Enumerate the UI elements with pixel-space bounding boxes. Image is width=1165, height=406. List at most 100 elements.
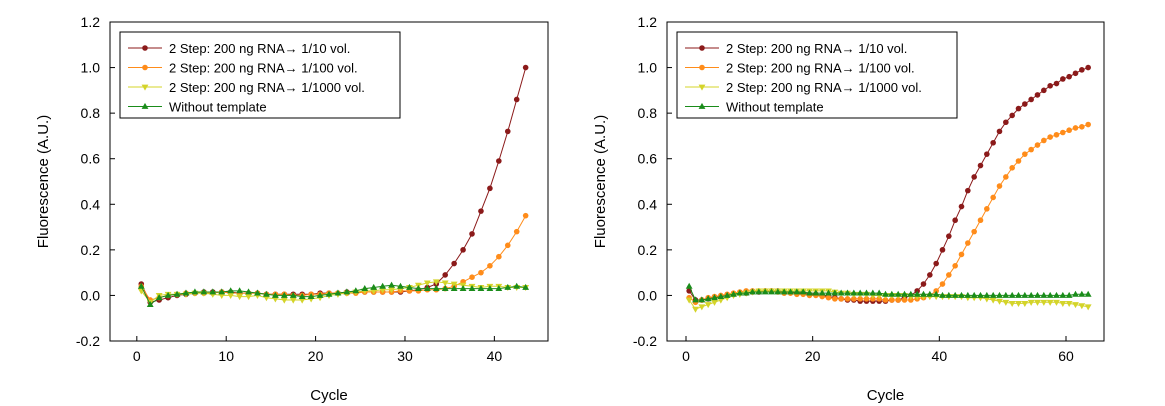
data-point-series-3	[423, 280, 431, 287]
data-point-series-2	[1009, 165, 1015, 171]
data-point-series-4	[831, 289, 839, 296]
data-point-series-4	[920, 290, 927, 297]
data-point-series-4	[298, 292, 306, 299]
data-point-series-3	[432, 279, 440, 286]
data-point-series-4	[182, 289, 190, 296]
data-point-series-3	[1084, 304, 1092, 311]
y-axis-title: Fluorescence (A.U.)	[592, 115, 609, 248]
data-point-series-2	[1066, 127, 1072, 134]
data-point-series-4	[343, 288, 351, 295]
x-tick-label: 20	[805, 348, 821, 364]
data-point-series-4	[939, 291, 946, 298]
data-point-series-2	[496, 253, 502, 260]
data-point-series-4	[1084, 290, 1092, 297]
data-point-series-3	[983, 296, 991, 303]
data-point-series-4	[799, 288, 807, 295]
y-tick-label: 0.6	[638, 151, 658, 167]
data-point-series-4	[806, 289, 813, 296]
data-point-series-3	[717, 297, 725, 304]
data-point-series-4	[844, 289, 851, 296]
data-point-series-4	[1034, 291, 1041, 298]
legend-marker-1	[142, 45, 148, 51]
data-point-series-4	[414, 284, 422, 291]
data-point-series-3	[218, 293, 226, 300]
data-point-series-4	[522, 283, 530, 290]
data-point-series-4	[1021, 291, 1029, 298]
data-point-series-4	[209, 288, 217, 295]
data-point-series-1	[460, 247, 466, 253]
data-point-series-1	[469, 231, 475, 237]
data-point-series-3	[1015, 301, 1022, 308]
data-point-series-4	[749, 288, 756, 295]
data-point-series-4	[218, 288, 226, 295]
data-point-series-4	[191, 288, 199, 295]
data-point-series-1	[1022, 101, 1028, 107]
data-point-series-1	[1066, 73, 1072, 80]
series-line-4	[688, 286, 1089, 301]
data-point-series-1	[946, 233, 952, 239]
data-point-series-1	[933, 260, 939, 267]
data-point-series-4	[1059, 291, 1067, 298]
data-point-series-4	[698, 296, 706, 303]
x-tick-label: 40	[932, 348, 948, 364]
data-point-series-1	[965, 187, 971, 194]
data-point-series-4	[495, 284, 503, 291]
data-point-series-4	[1053, 291, 1060, 298]
data-point-series-4	[983, 291, 991, 298]
data-point-series-2	[1028, 146, 1034, 153]
data-point-series-4	[486, 284, 494, 291]
y-tick-label: 0.6	[81, 151, 101, 167]
data-point-series-4	[730, 290, 737, 297]
legend-label-3: 2 Step: 200 ng RNA→ 1/1000 vol.	[726, 80, 922, 95]
data-point-series-3	[1072, 302, 1079, 309]
data-point-series-3	[1046, 299, 1054, 306]
data-point-series-4	[951, 291, 959, 298]
data-point-series-3	[1008, 301, 1016, 308]
data-point-series-4	[901, 290, 908, 297]
x-tick-label: 20	[308, 348, 324, 364]
data-point-series-3	[996, 298, 1003, 305]
data-point-series-4	[869, 289, 877, 296]
data-point-series-1	[442, 272, 449, 278]
data-point-series-1	[977, 162, 984, 169]
data-point-series-1	[451, 260, 457, 267]
data-point-series-4	[685, 282, 693, 289]
legend-label-2: 2 Step: 200 ng RNA→ 1/100 vol.	[169, 61, 358, 76]
data-point-series-4	[907, 290, 915, 297]
data-point-series-4	[200, 288, 208, 295]
data-point-series-4	[717, 292, 725, 299]
data-point-series-3	[236, 294, 244, 301]
data-point-series-1	[504, 128, 511, 135]
data-point-series-3	[1078, 303, 1086, 310]
data-point-series-4	[761, 288, 769, 295]
data-point-series-1	[939, 247, 946, 253]
data-point-series-2	[1053, 131, 1060, 138]
data-point-series-4	[504, 283, 512, 290]
data-point-series-4	[768, 288, 775, 295]
data-point-series-2	[984, 206, 990, 212]
y-tick-label: 1.0	[638, 60, 658, 76]
data-point-series-4	[236, 287, 244, 294]
data-point-series-4	[245, 288, 252, 295]
data-point-series-1	[487, 185, 493, 192]
data-point-series-2	[1079, 124, 1085, 130]
plot-area-frame	[109, 21, 549, 342]
data-point-series-2	[504, 242, 511, 249]
data-point-series-2	[1041, 137, 1047, 144]
data-point-series-3	[989, 297, 997, 304]
data-point-series-1	[513, 96, 520, 103]
data-point-series-4	[271, 291, 279, 298]
data-point-series-3	[450, 281, 458, 288]
data-point-series-2	[977, 217, 984, 224]
data-point-series-1	[1009, 112, 1015, 119]
data-point-series-1	[1047, 83, 1053, 89]
data-point-series-4	[227, 287, 235, 294]
data-point-series-3	[1021, 301, 1029, 308]
data-point-series-4	[459, 284, 467, 291]
data-point-series-4	[932, 290, 940, 297]
data-point-series-2	[882, 297, 889, 303]
data-point-series-4	[875, 289, 883, 296]
data-point-series-2	[1060, 129, 1066, 136]
data-point-series-4	[970, 291, 978, 298]
data-point-series-4	[397, 282, 404, 289]
